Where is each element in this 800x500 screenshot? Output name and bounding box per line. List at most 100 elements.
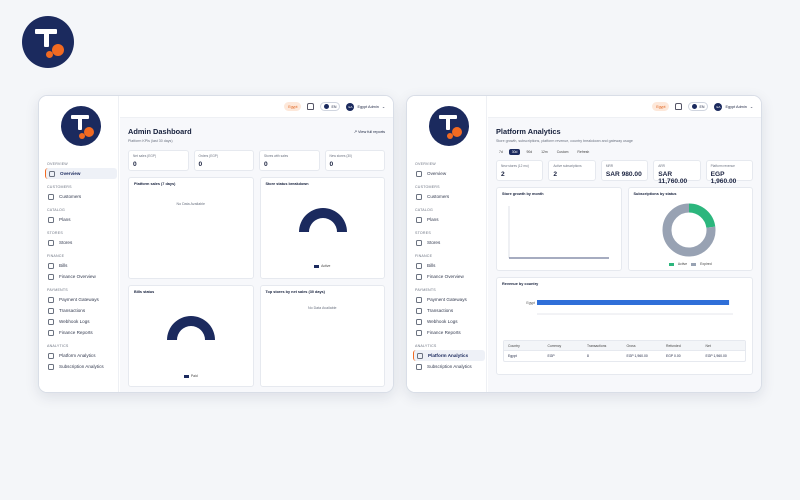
tab-custom[interactable]: Custom [556,150,569,154]
slice-active [298,208,347,232]
sidebar-section-title: Catalog [415,208,434,212]
language-switch[interactable]: EN [688,102,709,111]
view-full-reports-link[interactable]: ↗ View full reports [353,130,385,134]
kpi-label: New stores (12 mo) [501,164,529,168]
card-title: Top stores by net sales (30 days) [265,290,325,294]
pie-icon [48,363,54,370]
trend-icon [417,352,423,359]
sidebar-section-title: Stores [415,231,431,235]
avatar: EA [714,102,723,111]
main-area: Egypt EN EA Egypt Admin ⌄ Admin Dashboard … [120,96,393,392]
bell-icon[interactable] [307,103,315,110]
legend-swatch [668,262,674,266]
sidebar-item-finance-overview[interactable]: Finance Overview [45,271,117,282]
sidebar-item-bills[interactable]: Bills [45,260,117,271]
kpi-value: SAR 980.00 [605,171,642,178]
kpi-value: SAR 11,760.00 [658,171,688,185]
sidebar-item-label: Subscription Analytics [59,364,104,369]
slice-paid [167,316,215,340]
store-status-donut [298,208,347,232]
sidebar-item-platform-analytics[interactable]: Platform Analytics [413,350,485,361]
page-subtitle: Store growth, subscriptions, platform re… [496,139,633,143]
table-row: Egypt EGP 8 EGP 1,960.00 EGP 0.00 EGP 1,… [504,351,745,361]
region-badge[interactable]: Egypt [652,102,670,111]
sidebar-item-finance-reports[interactable]: Finance Reports [413,327,485,338]
sidebar-item-label: Webhook Logs [427,319,458,324]
tab-90d[interactable]: 90d [526,150,533,154]
sidebar-item-finance-overview[interactable]: Finance Overview [413,271,485,282]
kpi-value: 0 [329,161,334,168]
sidebar-item-webhook-logs[interactable]: Webhook Logs [45,316,117,327]
tab-12m[interactable]: 12m [541,150,548,154]
box-icon [48,216,54,223]
sidebar-nav: Overview Overview Customers Customers Catalo… [413,156,485,372]
sidebar-item-overview[interactable]: Overview [413,168,485,179]
sidebar-item-plans[interactable]: Plans [45,214,117,225]
legend-label: Expired [700,262,712,266]
sidebar-item-label: Payment Gateways [427,297,467,302]
chart-legend: Active Expired [629,262,753,266]
swap-icon [48,307,54,314]
sidebar-item-overview[interactable]: Overview [45,168,117,179]
region-badge[interactable]: Egypt [284,102,302,111]
platform-analytics-window: Overview Overview Customers Customers Catalo… [406,95,762,393]
kpi-label: Platform revenue [710,164,735,168]
kpi-card: New stores (30) 0 [324,150,385,171]
sidebar-item-customers[interactable]: Customers [413,191,485,202]
table-cell: Egypt [508,354,517,358]
sidebar-item-label: Plans [427,217,439,222]
users-icon [416,193,422,200]
region-label: Egypt [656,104,666,109]
sidebar-item-payment-gateways[interactable]: Payment Gateways [45,294,117,305]
sidebar-item-customers[interactable]: Customers [45,191,117,202]
sidebar-item-label: Webhook Logs [59,319,90,324]
sidebar-item-subscription-analytics[interactable]: Subscription Analytics [45,361,117,372]
topbar: Egypt EN EA Egypt Admin ⌄ [120,96,393,118]
report-icon [48,329,54,336]
user-menu[interactable]: EA Egypt Admin ⌄ [346,102,385,111]
top-stores-card: Top stores by net sales (30 days) No Dat… [259,285,385,387]
sidebar-item-label: Bills [59,263,68,268]
card-title: Store status breakdown [265,182,309,186]
sidebar-item-bills[interactable]: Bills [413,260,485,271]
card-title: Revenue by country [502,282,539,286]
sidebar-item-transactions[interactable]: Transactions [413,305,485,316]
kpi-value: EGP 1,960.00 [710,171,737,185]
sidebar-item-label: Overview [60,171,81,176]
card-icon [416,296,422,303]
sidebar-item-plans[interactable]: Plans [413,214,485,225]
sidebar-item-finance-reports[interactable]: Finance Reports [45,327,117,338]
user-menu[interactable]: EA Egypt Admin ⌄ [714,102,753,111]
sidebar-item-stores[interactable]: Stores [413,237,485,248]
language-switch[interactable]: EN [320,102,341,111]
kpi-card: Net sales (EGP) 0 [128,150,189,171]
sidebar-item-subscription-analytics[interactable]: Subscription Analytics [413,361,485,372]
store-growth-chart [508,206,609,259]
kpi-label: Active subscriptions [553,164,582,168]
chart-legend: Paid [129,374,253,378]
sidebar-item-stores[interactable]: Stores [45,237,117,248]
sidebar-section-title: Analytics [415,344,437,348]
kpi-card: Orders (EGP) 0 [193,150,254,171]
kpi-label: New stores (30) [329,154,353,158]
kpi-card: MRR SAR 980.00 [600,160,649,181]
bell-icon[interactable] [675,103,683,110]
refresh-button[interactable]: Refresh [577,150,590,154]
legend-swatch [314,264,320,268]
tab-30d[interactable]: 30d [508,149,521,155]
sidebar-nav: Overview Overview Customers Customers Catalo… [45,156,117,372]
subscriptions-card: Subscriptions by status Active Expired [627,187,753,271]
tab-7d[interactable]: 7d [499,150,503,154]
sidebar-item-payment-gateways[interactable]: Payment Gateways [413,294,485,305]
kpi-label: MRR [605,164,614,168]
sidebar-item-platform-analytics[interactable]: Platform Analytics [45,350,117,361]
sidebar-section-title: Finance [47,254,65,258]
sidebar-item-webhook-logs[interactable]: Webhook Logs [413,316,485,327]
bar-egypt [537,300,730,305]
sidebar-section-title: Payments [415,288,436,292]
sidebar-item-transactions[interactable]: Transactions [45,305,117,316]
sidebar-section-title: Stores [47,231,63,235]
sidebar-section-title: Customers [47,185,72,189]
sidebar-item-label: Stores [427,240,441,245]
empty-state: No Data Available [307,306,337,310]
